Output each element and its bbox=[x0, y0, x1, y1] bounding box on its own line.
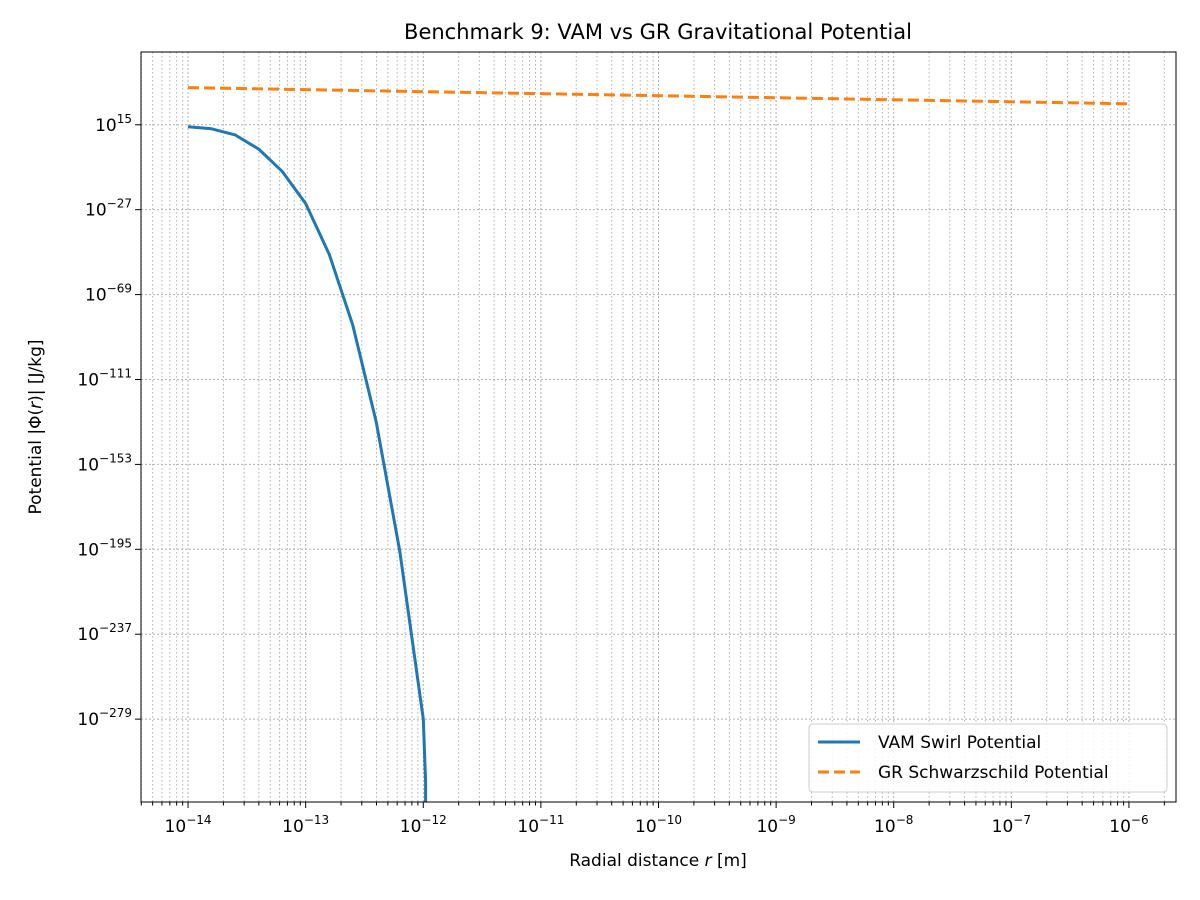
x-tick-label: 10−10 bbox=[635, 813, 682, 837]
x-axis-label: Radial distance r [m] bbox=[569, 851, 747, 871]
x-tick-label: 10−9 bbox=[756, 813, 795, 837]
y-tick-label: 10−111 bbox=[77, 366, 132, 390]
x-axis-label-prefix: Radial distance bbox=[569, 851, 704, 871]
y-axis-label: Potential |Φ(r)| [J/kg] bbox=[26, 339, 46, 514]
x-tick-label: 10−6 bbox=[1109, 813, 1148, 837]
x-tick-label: 10−8 bbox=[874, 813, 913, 837]
minor-grid bbox=[140, 52, 1165, 802]
series-line-gr-schwarzschild bbox=[187, 86, 1130, 106]
y-tick-label: 10−153 bbox=[77, 451, 132, 475]
x-tick-label: 10−7 bbox=[992, 813, 1031, 837]
y-tick-label: 10−237 bbox=[77, 621, 132, 645]
legend: VAM Swirl Potential GR Schwarzschild Pot… bbox=[808, 723, 1168, 793]
y-tick-label: 10−69 bbox=[85, 282, 132, 306]
major-grid bbox=[141, 52, 1176, 802]
x-tick-label: 10−11 bbox=[517, 813, 564, 837]
legend-box bbox=[808, 723, 1168, 793]
x-tick-label: 10−13 bbox=[282, 813, 329, 837]
x-tick-label: 10−14 bbox=[165, 813, 212, 837]
x-tick-label: 10−12 bbox=[400, 813, 447, 837]
legend-label-gr: GR Schwarzschild Potential bbox=[878, 763, 1109, 783]
chart-title: Benchmark 9: VAM vs GR Gravitational Pot… bbox=[404, 20, 912, 44]
y-axis-label-var: r bbox=[26, 401, 46, 409]
series-line-vam-swirl bbox=[187, 125, 428, 802]
y-axis-label-prefix: Potential |Φ( bbox=[26, 409, 46, 515]
x-axis-ticks: 10−14 10−13 10−12 10−11 10−10 10−9 10−8 10−7 10−… bbox=[140, 802, 1165, 837]
x-axis-label-var: r bbox=[705, 851, 713, 871]
y-tick-label: 10−195 bbox=[77, 536, 132, 560]
y-axis-label-suffix: )| [J/kg] bbox=[26, 339, 46, 401]
y-axis-ticks: 1015 10−27 10−69 10−111 10−153 10−195 10−237 10… bbox=[77, 112, 141, 730]
y-tick-label: 10−27 bbox=[85, 197, 132, 221]
legend-label-vam: VAM Swirl Potential bbox=[878, 733, 1041, 753]
x-axis-label-suffix: [m] bbox=[712, 851, 747, 871]
y-tick-label: 1015 bbox=[95, 112, 132, 136]
series-layer bbox=[187, 86, 1130, 802]
y-tick-label: 10−279 bbox=[77, 706, 132, 730]
